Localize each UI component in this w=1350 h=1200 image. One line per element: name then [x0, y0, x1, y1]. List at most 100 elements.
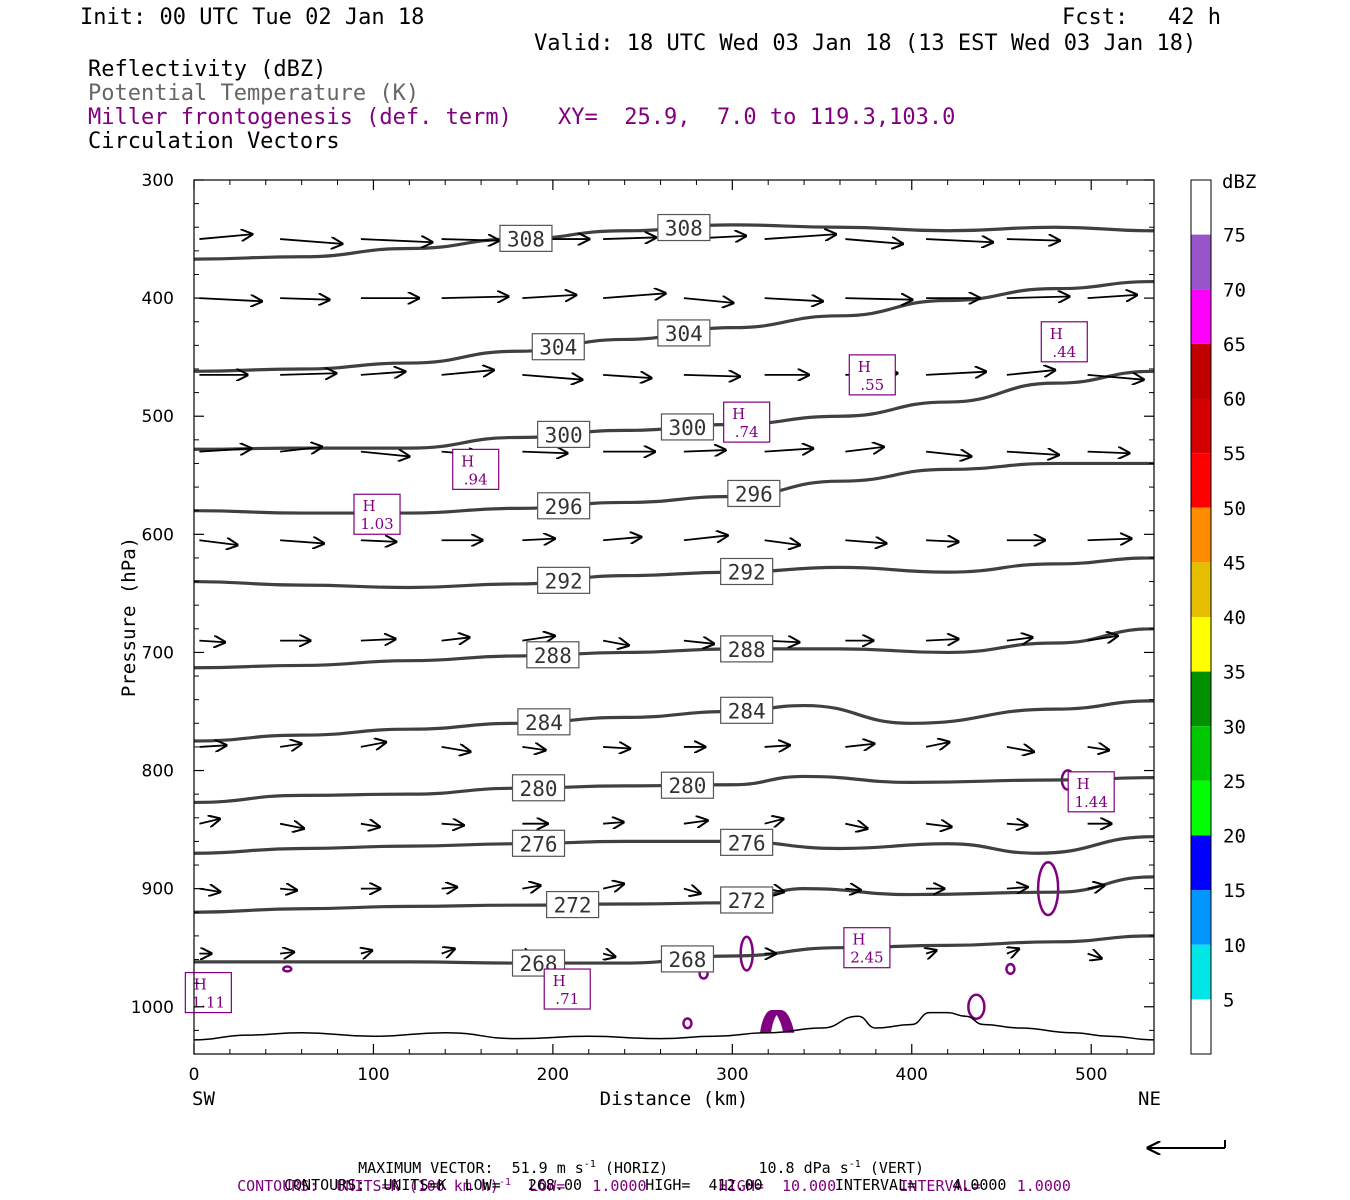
fronto-contour: [1036, 860, 1060, 917]
y-tick-label: 1000: [131, 998, 174, 1018]
circulation-vector: [683, 450, 726, 452]
circulation-vector: [199, 234, 252, 239]
colorbar-swatch: [1191, 890, 1211, 945]
circulation-vector: [1006, 370, 1055, 375]
isentrope-label: 292: [728, 560, 766, 584]
isentrope-label: 296: [545, 495, 583, 519]
circulation-vector: [1006, 452, 1059, 455]
isentrope-label-box: [720, 696, 774, 724]
circulation-vector: [845, 744, 874, 747]
isentrope-label: 272: [554, 894, 592, 918]
isentrope-284: [193, 699, 1155, 743]
fronto-contour: [682, 1017, 693, 1030]
circulation-vector: [280, 298, 329, 300]
fronto-max-value: .55: [860, 376, 884, 394]
colorbar-label: 60: [1223, 389, 1246, 411]
isentrope-label-box: [526, 641, 580, 669]
colorbar-label: 55: [1223, 443, 1246, 465]
circulation-vector: [1006, 239, 1060, 241]
fronto-contour: [282, 965, 293, 973]
circulation-vector: [845, 239, 902, 244]
circulation-vector: [602, 641, 629, 646]
circulation-vector: [1006, 824, 1027, 826]
circulation-vector: [522, 375, 582, 380]
circulation-vector: [926, 452, 971, 457]
isentrope-label-box: [517, 708, 571, 736]
colorbar-swatch: [1191, 507, 1211, 563]
isentrope-label-box: [727, 479, 781, 508]
terrain-surface: [193, 1011, 1155, 1041]
circulation-vector: [764, 745, 790, 747]
isentrope-label: 268: [668, 948, 706, 972]
circulation-vector: [280, 540, 324, 543]
cross-section-endpoints: XY= 25.9, 7.0 to 119.3,103.0: [558, 105, 956, 130]
colorbar-label: 15: [1223, 880, 1246, 902]
y-tick-label: 600: [142, 525, 174, 545]
y-tick-label: 500: [142, 407, 174, 427]
init-time: Init: 00 UTC Tue 02 Jan 18: [80, 5, 425, 30]
x-tick-label: 300: [716, 1065, 748, 1085]
y-tick-label: 300: [142, 171, 174, 191]
colorbar-swatch: [1191, 617, 1211, 672]
isentrope-label: 284: [728, 699, 766, 723]
fronto-contour: [739, 935, 754, 972]
footer-max-vector: MAXIMUM VECTOR: 51.9 m s-1 (HORIZ) 10.8 …: [358, 1159, 925, 1177]
colorbar-swatch: [1191, 944, 1211, 1000]
fronto-max-value: 1.44: [1074, 793, 1107, 811]
field-reflectivity: Reflectivity (dBZ): [88, 57, 327, 82]
isentrope-label-box: [720, 828, 774, 856]
fronto-max-value: 2.45: [850, 949, 883, 967]
circulation-vector: [441, 370, 494, 375]
fronto-max-box: [184, 971, 232, 1014]
circulation-vector: [1006, 297, 1069, 299]
sw-label: SW: [192, 1088, 215, 1110]
fronto-max-label: H: [553, 972, 566, 990]
isentrope-288: [193, 627, 1155, 670]
circulation-vector: [764, 298, 823, 301]
isentrope-276: [193, 835, 1155, 855]
fronto-max-box: [723, 401, 771, 443]
colorbar-swatch: [1191, 234, 1211, 290]
y-tick-label: 700: [142, 643, 174, 663]
circulation-vector: [1006, 637, 1033, 640]
circulation-vector: [764, 819, 784, 824]
fronto-max-label: H: [194, 976, 207, 994]
circulation-vector: [361, 950, 372, 953]
circulation-vector: [683, 375, 740, 377]
fronto-max-value: 1.03: [360, 515, 393, 533]
y-tick-label: 400: [142, 289, 174, 309]
colorbar-swatch: [1191, 999, 1211, 1054]
colorbar-swatch: [1191, 671, 1211, 727]
circulation-vector: [441, 297, 509, 299]
fronto-max-label: H: [858, 358, 871, 376]
circulation-vector: [360, 239, 432, 242]
colorbar-label: 35: [1223, 662, 1246, 684]
y-tick-label: 800: [142, 762, 174, 782]
isentrope-label: 284: [525, 711, 563, 735]
colorbar-swatch: [1191, 398, 1211, 454]
circulation-vector: [522, 452, 567, 454]
isentrope-label-box: [660, 771, 715, 799]
circulation-vector: [360, 452, 409, 457]
circulation-vector: [603, 375, 651, 378]
colorbar-swatch: [1191, 726, 1211, 781]
fronto-max-value: .74: [735, 423, 759, 441]
isentrope-label: 280: [520, 777, 558, 801]
circulation-vector: [603, 822, 623, 824]
circulation-vector: [441, 824, 464, 826]
circulation-vector: [764, 540, 800, 545]
circulation-vector: [926, 540, 958, 542]
circulation-vector: [279, 744, 301, 747]
circulation-vector: [603, 537, 641, 540]
circulation-vector: [683, 535, 728, 540]
colorbar-frame: [1190, 179, 1212, 1055]
isentrope-label: 272: [728, 889, 766, 913]
isentrope-296: [193, 461, 1154, 515]
isentrope-label-box: [660, 945, 715, 973]
circulation-vector: [845, 889, 860, 891]
circulation-vector: [1087, 452, 1130, 454]
circulation-vector: [441, 239, 499, 241]
circulation-vector: [683, 641, 714, 644]
circulation-vector: [845, 447, 883, 452]
